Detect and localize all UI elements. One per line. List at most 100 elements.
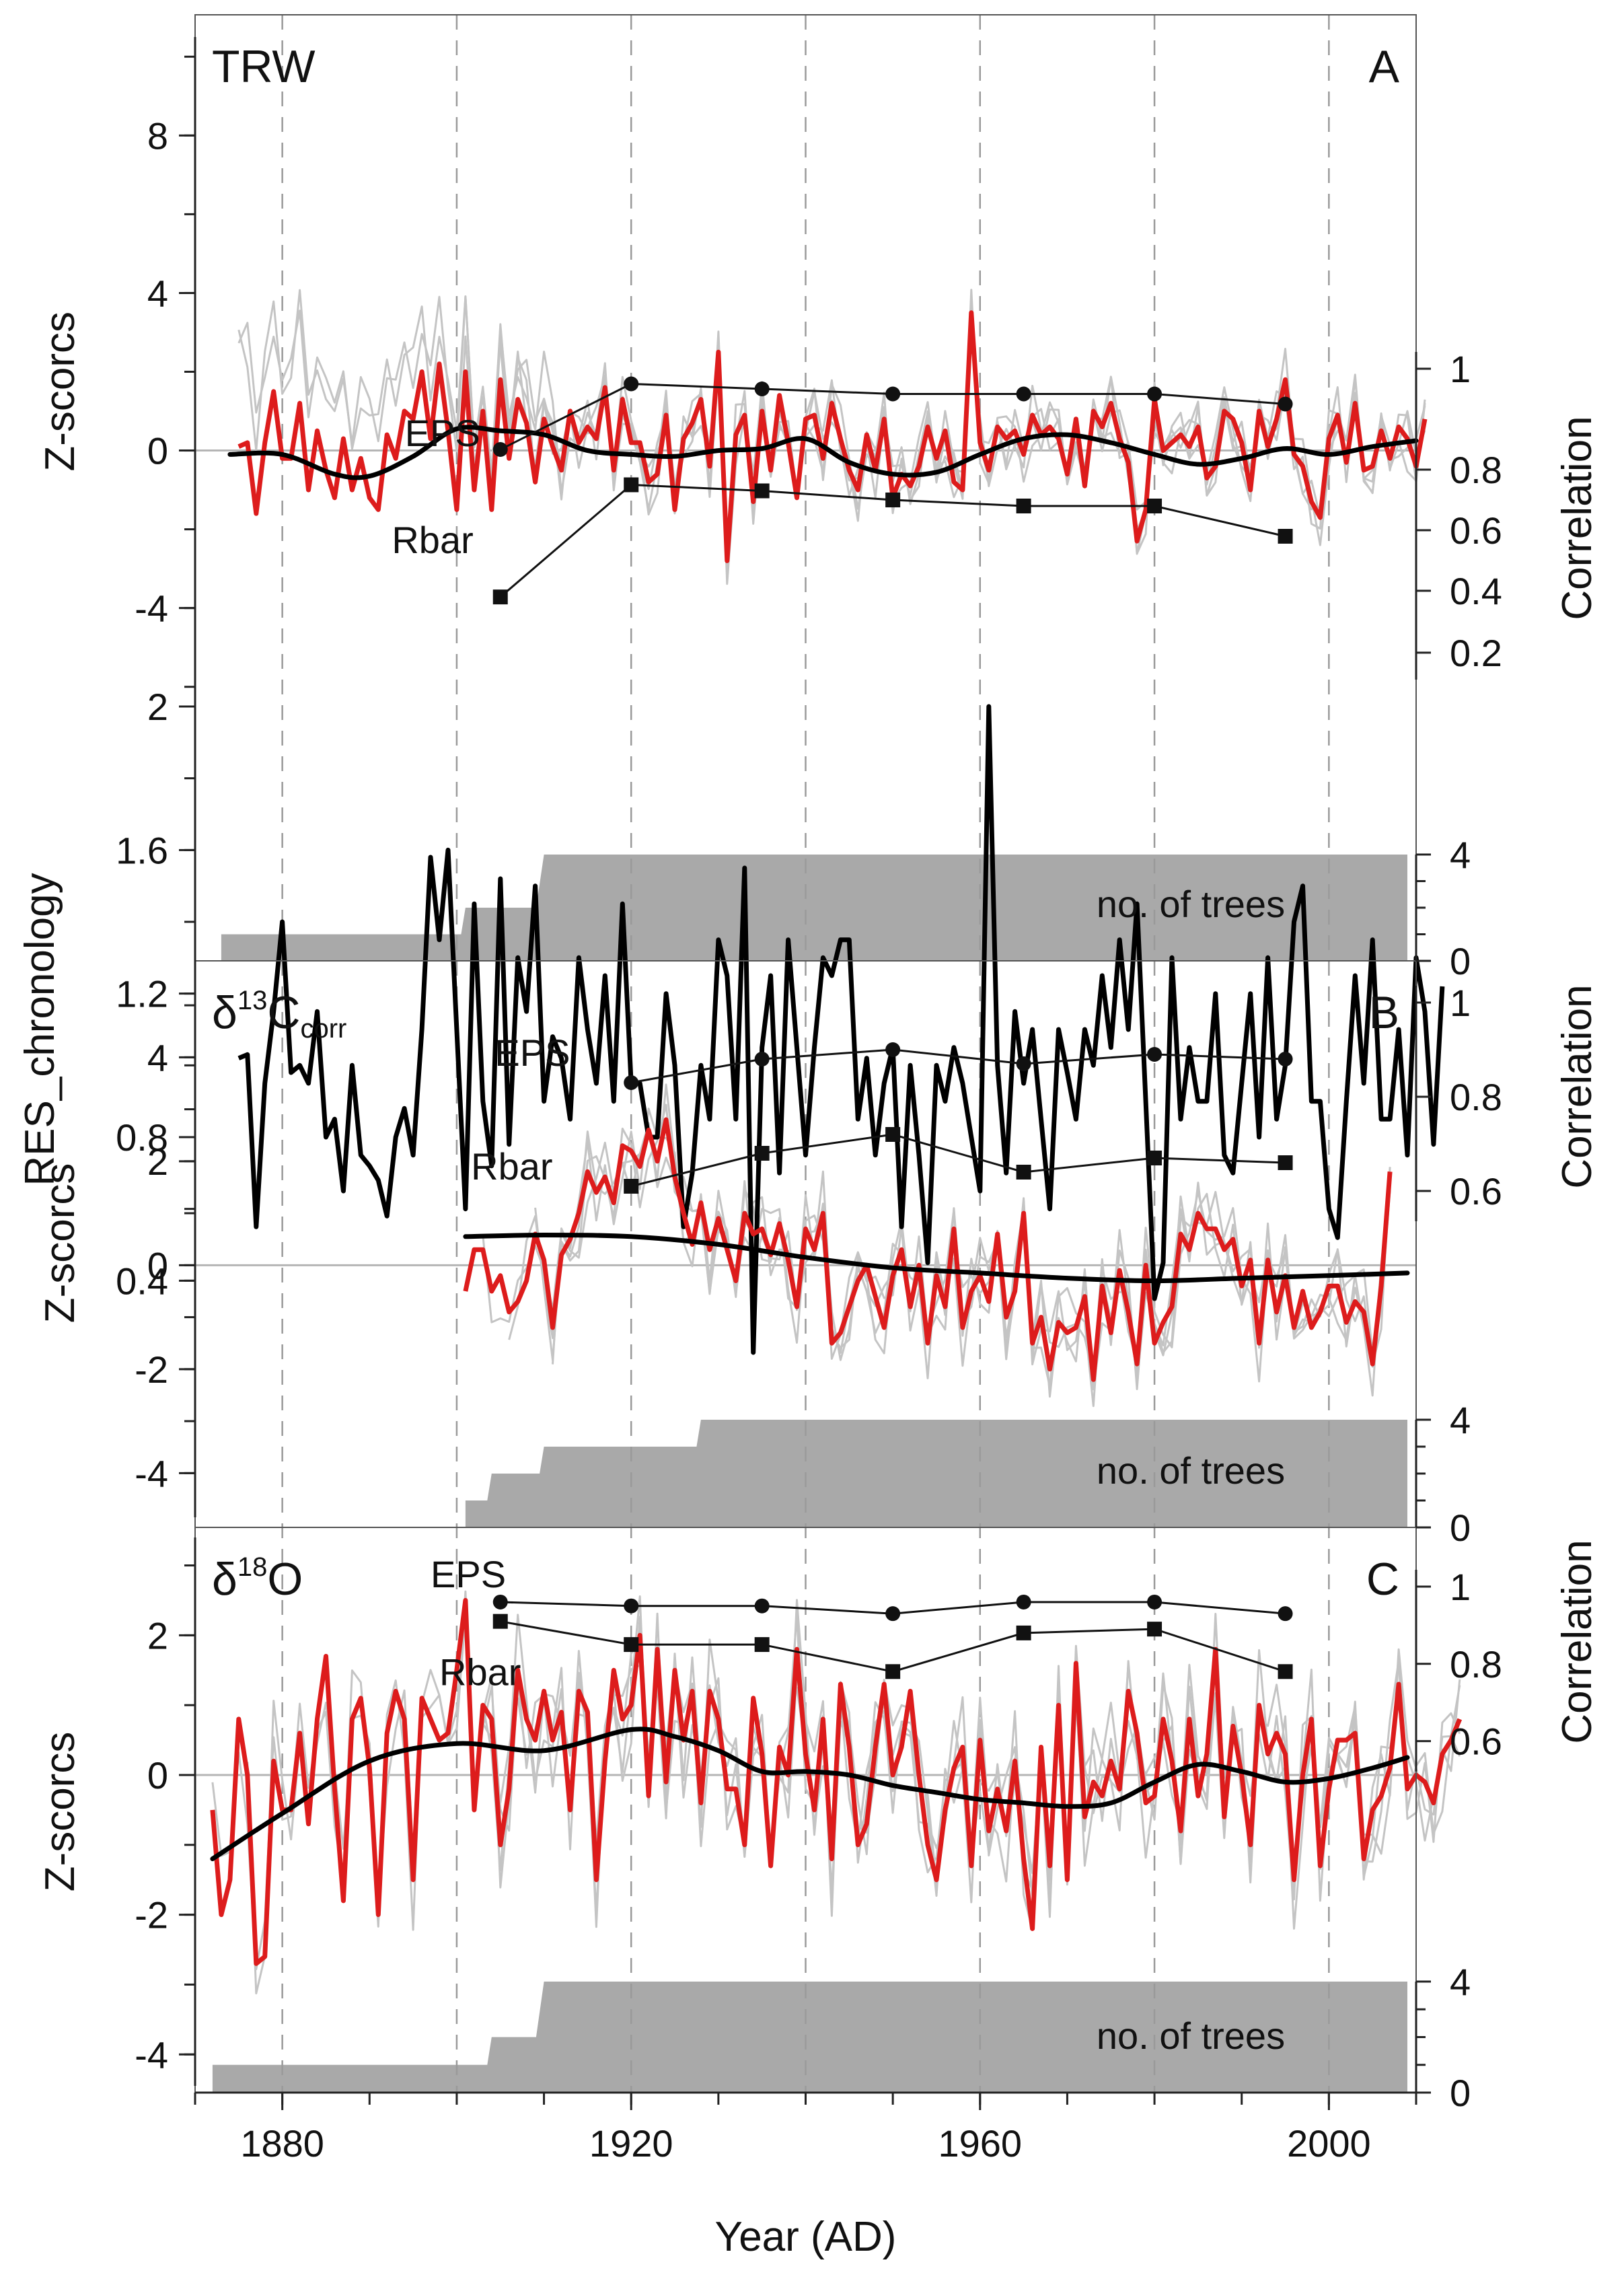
trees-area-B [465,1420,1407,1527]
z-axis-title-B: Z-scorcs [37,1163,83,1324]
axes-layer [179,14,1431,2110]
mean-series-B [463,1117,1393,1382]
rbar-label-B: Rbar [471,1145,552,1188]
rbar-point-C-1980 [1147,1622,1162,1637]
eps-point-A-1965 [1016,386,1031,402]
z-tick-label-B-2: 2 [147,1140,168,1183]
spline-C [210,1727,1410,1862]
z-tick-label-B-4: 4 [147,1036,168,1079]
z-tick-label-B-0: 0 [147,1244,168,1287]
res-axis-title: RES_chronology [17,873,63,1186]
z-tick-label-A-0: 0 [147,430,168,472]
z-tick-label-A-4: 4 [147,272,168,314]
rbar-point-C-1935 [754,1637,770,1653]
corr-tick-label-C-0.8: 0.8 [1450,1643,1502,1686]
eps-point-C-1950 [885,1606,901,1622]
corr-tick-label-C-1: 1 [1450,1566,1471,1608]
corr-tick-label-A-0.2: 0.2 [1450,632,1502,674]
panel-letter-C: C [1366,1554,1399,1605]
panel-title-main-C: δ [212,1554,237,1605]
rbar-point-B-1920 [624,1179,639,1194]
rbar-point-C-1965 [1016,1625,1031,1640]
corr-tick-label-A-1: 1 [1450,348,1471,390]
x-axis-title: Year (AD) [715,2214,897,2260]
rbar-point-B-1935 [754,1146,770,1161]
eps-point-C-1905 [492,1594,508,1609]
eps-point-B-1935 [754,1052,770,1066]
res-chronology-line [237,704,1445,1355]
res-tick-label-2: 2 [147,686,168,728]
eps-point-C-1995 [1278,1606,1293,1622]
gridline-layer [195,15,1416,2093]
series-layer [210,310,1463,1966]
eps-point-C-1935 [754,1598,770,1614]
z-tick-label-B--4: -4 [135,1452,168,1494]
rbar-line-C [500,1620,1286,1673]
trees-tick-label-C-0: 0 [1450,2072,1471,2114]
trees-tick-label-A-0: 0 [1450,940,1471,982]
corr-tick-label-A-0.4: 0.4 [1450,570,1502,612]
rbar-point-B-1980 [1147,1151,1162,1165]
rbar-point-C-1920 [624,1637,639,1653]
trees-label-C: no. of trees [1097,2015,1285,2057]
trees-area-A [221,855,1407,961]
trees-tick-label-B-4: 4 [1450,1399,1471,1441]
eps-point-A-1980 [1147,386,1162,402]
z-tick-label-C-2: 2 [147,1614,168,1657]
corr-tick-label-C-0.6: 0.6 [1450,1721,1502,1763]
rbar-point-C-1995 [1278,1664,1293,1679]
rbar-point-B-1965 [1016,1165,1031,1180]
rbar-point-A-1950 [885,493,901,507]
rbar-point-C-1905 [492,1614,508,1629]
eps-label-A: EPS [405,412,480,454]
rbar-point-B-1995 [1278,1155,1293,1170]
eps-line-B [630,1048,1286,1084]
rbar-point-A-1995 [1278,529,1293,544]
mean-series-A [237,310,1428,563]
rbar-point-C-1950 [885,1664,901,1679]
rbar-point-A-1980 [1147,499,1162,513]
panel-title-sub-B: corr [300,1014,346,1044]
eps-point-B-1980 [1147,1047,1162,1062]
corr-axis-title-B: Correlation [1554,984,1600,1188]
res-tick-label-0.4: 0.4 [116,1260,168,1302]
z-tick-label-A--4: -4 [135,587,168,630]
rbar-point-A-1920 [624,477,639,493]
panel-title-elem-C: O [267,1554,303,1605]
panel-title-main-B: δ [212,987,237,1038]
stats-layer [492,376,1293,1679]
eps-point-A-1950 [885,386,901,402]
eps-point-A-1905 [492,442,508,457]
res-tick-label-0.8: 0.8 [116,1116,168,1159]
rbar-label-A: Rbar [392,519,473,561]
eps-point-B-1965 [1016,1056,1031,1071]
corr-tick-label-B-0.8: 0.8 [1450,1076,1502,1118]
rbar-point-B-1950 [885,1127,901,1142]
eps-point-A-1935 [754,382,770,396]
z-tick-label-A-8: 8 [147,114,168,157]
panel-title-A: TRW [212,41,316,92]
panel-title-B: δ13Ccorr [212,986,346,1044]
spline-A [227,425,1419,480]
trees-fill-layer [212,855,1407,2093]
res-tick-label-1.2: 1.2 [116,973,168,1015]
z-tick-label-C--4: -4 [135,2033,168,2076]
corr-axis-title-C: Correlation [1554,1540,1600,1743]
eps-point-C-1965 [1016,1594,1031,1609]
eps-label-C: EPS [431,1553,506,1595]
panel-title-sup-C: 18 [237,1552,268,1582]
panel-title-sup-B: 13 [237,986,268,1015]
rbar-point-A-1935 [754,483,770,499]
trees-label-B: no. of trees [1097,1449,1285,1492]
individual-series-A-4 [499,289,1426,555]
x-tick-label-1960: 1960 [938,2122,1022,2165]
trees-tick-label-A-4: 4 [1450,834,1471,876]
trees-area-C [212,1982,1407,2093]
corr-axis-title-A: Correlation [1554,416,1600,620]
eps-point-B-1995 [1278,1052,1293,1066]
trees-tick-label-B-0: 0 [1450,1507,1471,1549]
rbar-label-C: Rbar [439,1651,521,1694]
eps-point-B-1950 [885,1042,901,1057]
